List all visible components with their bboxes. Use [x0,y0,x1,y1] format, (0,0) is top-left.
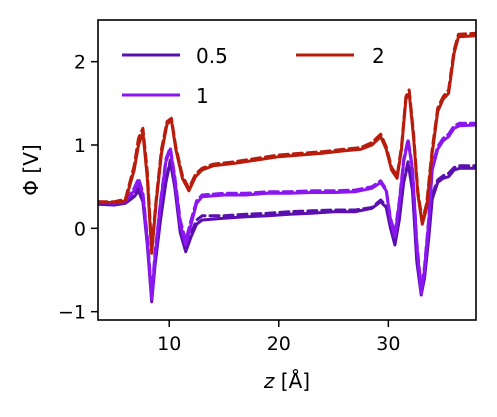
x-axis-label-variable: z [263,369,275,393]
x-axis-label: z [Å] [263,369,310,393]
series-1-solid-line [98,123,476,301]
y-tick-label: −1 [58,302,86,324]
y-axis: −1 0 1 2 [58,52,98,324]
x-tick-label: 10 [157,333,181,355]
y-tick-label: 0 [74,218,86,240]
y-axis-label: Φ [V] [19,144,43,195]
legend: 0.5 1 2 [122,44,385,108]
x-axis: 10 20 30 [157,320,400,355]
x-tick-label: 20 [267,333,291,355]
y-tick-label: 2 [74,52,86,74]
y-tick-label: 1 [74,135,86,157]
legend-label-0.5: 0.5 [196,44,228,68]
x-axis-label-unit: [Å] [274,369,310,393]
legend-label-1: 1 [196,84,209,108]
legend-label-2: 2 [372,44,385,68]
plot-frame [97,19,477,321]
x-tick-label: 30 [376,333,400,355]
series-layer [98,31,476,304]
series-2-solid-line [98,34,476,255]
